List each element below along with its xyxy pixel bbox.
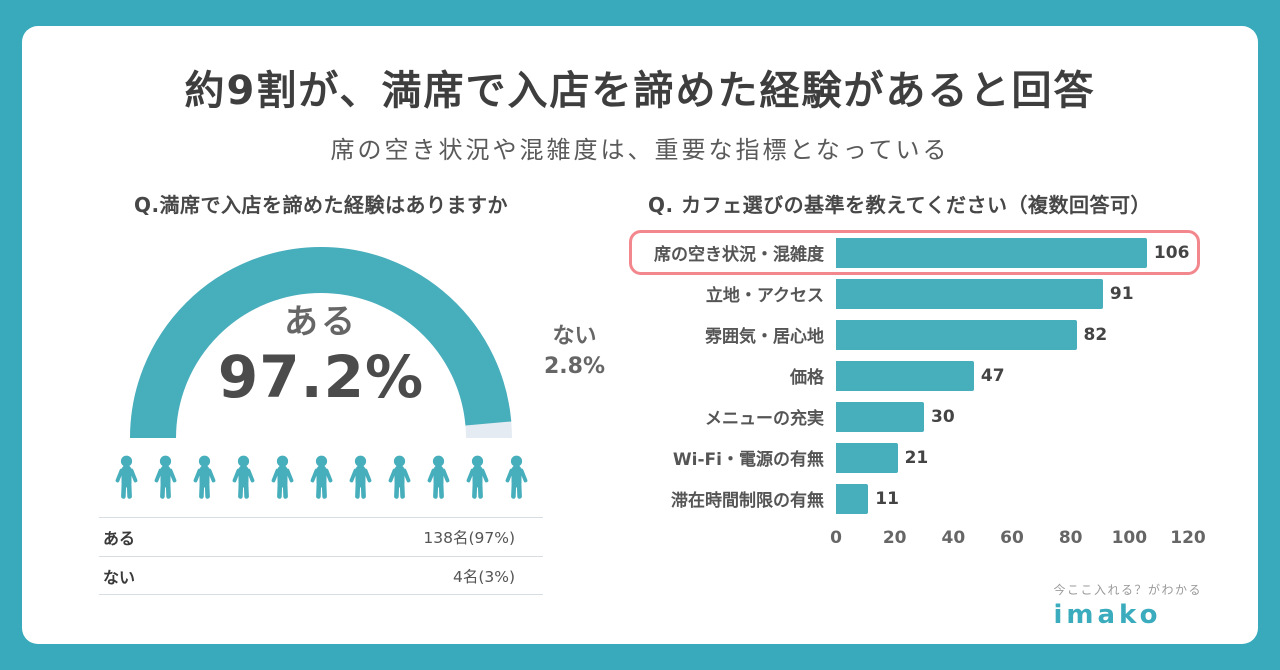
bar-row: 雰囲気・居心地 82 <box>611 314 1188 355</box>
gauge-primary-label: ある <box>284 302 358 342</box>
gauge-primary-value: 97.2% <box>217 343 425 411</box>
bar <box>836 319 1077 350</box>
bar-value-label: 47 <box>980 365 1005 386</box>
table-row: ある 138名(97%) <box>99 517 543 556</box>
table-row-value: 138名(97%) <box>423 529 515 547</box>
bar-category-label: 滞在時間制限の有無 <box>671 491 824 511</box>
bar <box>836 237 1147 268</box>
bar-value-label: 11 <box>875 488 899 509</box>
people-icons-row <box>86 455 556 501</box>
bar-track: 82 <box>836 319 1188 350</box>
bar <box>836 278 1103 309</box>
brand-block: 今ここ入れる？がわかる imako <box>1053 581 1202 630</box>
main-title: 約9割が、満席で入店を諦めた経験があると回答 <box>184 68 1096 114</box>
bar-row: 席の空き状況・混雑度 106 <box>611 232 1190 273</box>
gauge-remainder-percent: 2.8% <box>543 353 605 379</box>
content-columns: Q.満席で入店を諦めた経験はありますか ある 97.2% ない 2.8% ある 1… <box>22 189 1258 595</box>
bar-track: 21 <box>836 442 1188 473</box>
x-axis-tick: 0 <box>830 528 842 548</box>
bar <box>836 401 924 432</box>
bar-question: Q. カフェ選びの基準を教えてください（複数回答可） <box>648 193 1151 217</box>
person-icon <box>388 455 410 499</box>
bar-category-label: 席の空き状況・混雑度 <box>654 245 824 265</box>
table-row-label: ない <box>103 567 136 587</box>
bar-value-label: 106 <box>1153 242 1190 263</box>
bar-section: Q. カフェ選びの基準を教えてください（複数回答可） 席の空き状況・混雑度 106… <box>611 189 1218 595</box>
person-icon <box>349 455 371 499</box>
person-icon <box>310 455 332 499</box>
gauge-remainder-name: ない <box>552 324 597 350</box>
gauge-arc <box>130 247 512 439</box>
bar-category-label: 雰囲気・居心地 <box>705 327 824 347</box>
bar-track: 11 <box>836 483 1188 514</box>
gauge-center-text: ある 97.2% <box>111 232 531 411</box>
table-row: ない 4名(3%) <box>99 556 543 595</box>
bar-category-label: 立地・アクセス <box>705 286 824 306</box>
bar-value-label: 21 <box>904 447 929 468</box>
bar-category-label: Wi-Fi・電源の有無 <box>672 450 824 470</box>
gauge-remainder-label: ない 2.8% <box>544 322 605 381</box>
bar-value-label: 91 <box>1109 283 1134 304</box>
person-icon <box>271 455 293 499</box>
infographic-card: 約9割が、満席で入店を諦めた経験があると回答 席の空き状況や混雑度は、重要な指標… <box>22 26 1258 644</box>
x-axis-tick: 20 <box>882 528 907 548</box>
gauge-question: Q.満席で入店を諦めた経験はありますか <box>133 193 509 217</box>
bar <box>836 483 869 514</box>
bar-track: 91 <box>836 278 1188 309</box>
gauge-section: Q.満席で入店を諦めた経験はありますか ある 97.2% ない 2.8% ある 1… <box>86 189 605 595</box>
brand-logo: imako <box>1053 600 1162 630</box>
bar <box>836 442 898 473</box>
person-icon <box>505 455 527 499</box>
person-icon <box>154 455 176 499</box>
person-icon <box>232 455 254 499</box>
bar-row: 滞在時間制限の有無 11 <box>611 478 1188 519</box>
bar-value-label: 30 <box>931 406 955 427</box>
bar-value-label: 82 <box>1083 324 1108 345</box>
bar-category-label: 価格 <box>790 368 824 388</box>
bar-track: 30 <box>836 401 1188 432</box>
table-row-value: 4名(3%) <box>452 567 515 586</box>
bar-row: Wi-Fi・電源の有無 21 <box>611 437 1188 478</box>
bar-category-label: メニューの充実 <box>705 409 824 429</box>
x-axis-tick: 40 <box>941 528 966 548</box>
x-axis-tick: 60 <box>1000 528 1024 548</box>
brand-tagline: 今ここ入れる？がわかる <box>1053 583 1202 597</box>
person-icon <box>466 455 488 499</box>
bar-row: 価格 47 <box>611 355 1188 396</box>
bar-row: メニューの充実 30 <box>611 396 1188 437</box>
bar-track: 106 <box>836 237 1190 268</box>
half-donut-chart: ある 97.2% ない 2.8% <box>111 232 605 447</box>
results-table: ある 138名(97%) ない 4名(3%) <box>99 517 543 595</box>
table-row-label: ある <box>103 529 136 548</box>
bar <box>836 360 974 391</box>
bar-track: 47 <box>836 360 1188 391</box>
x-axis-tick: 120 <box>1170 528 1206 548</box>
subtitle: 席の空き状況や混雑度は、重要な指標となっている <box>330 136 950 164</box>
person-icon <box>193 455 215 499</box>
person-icon <box>427 455 449 499</box>
x-axis-tick: 80 <box>1058 528 1083 548</box>
x-axis: 0 20 40 60 80 100 120 <box>830 519 1206 553</box>
bar-row: 立地・アクセス 91 <box>611 273 1188 314</box>
x-axis-tick: 100 <box>1111 528 1148 548</box>
bar-chart: 席の空き状況・混雑度 106 立地・アクセス 91 雰囲気・居心地 82 価格 47 メニューの… <box>611 230 1206 553</box>
person-icon <box>115 455 137 499</box>
